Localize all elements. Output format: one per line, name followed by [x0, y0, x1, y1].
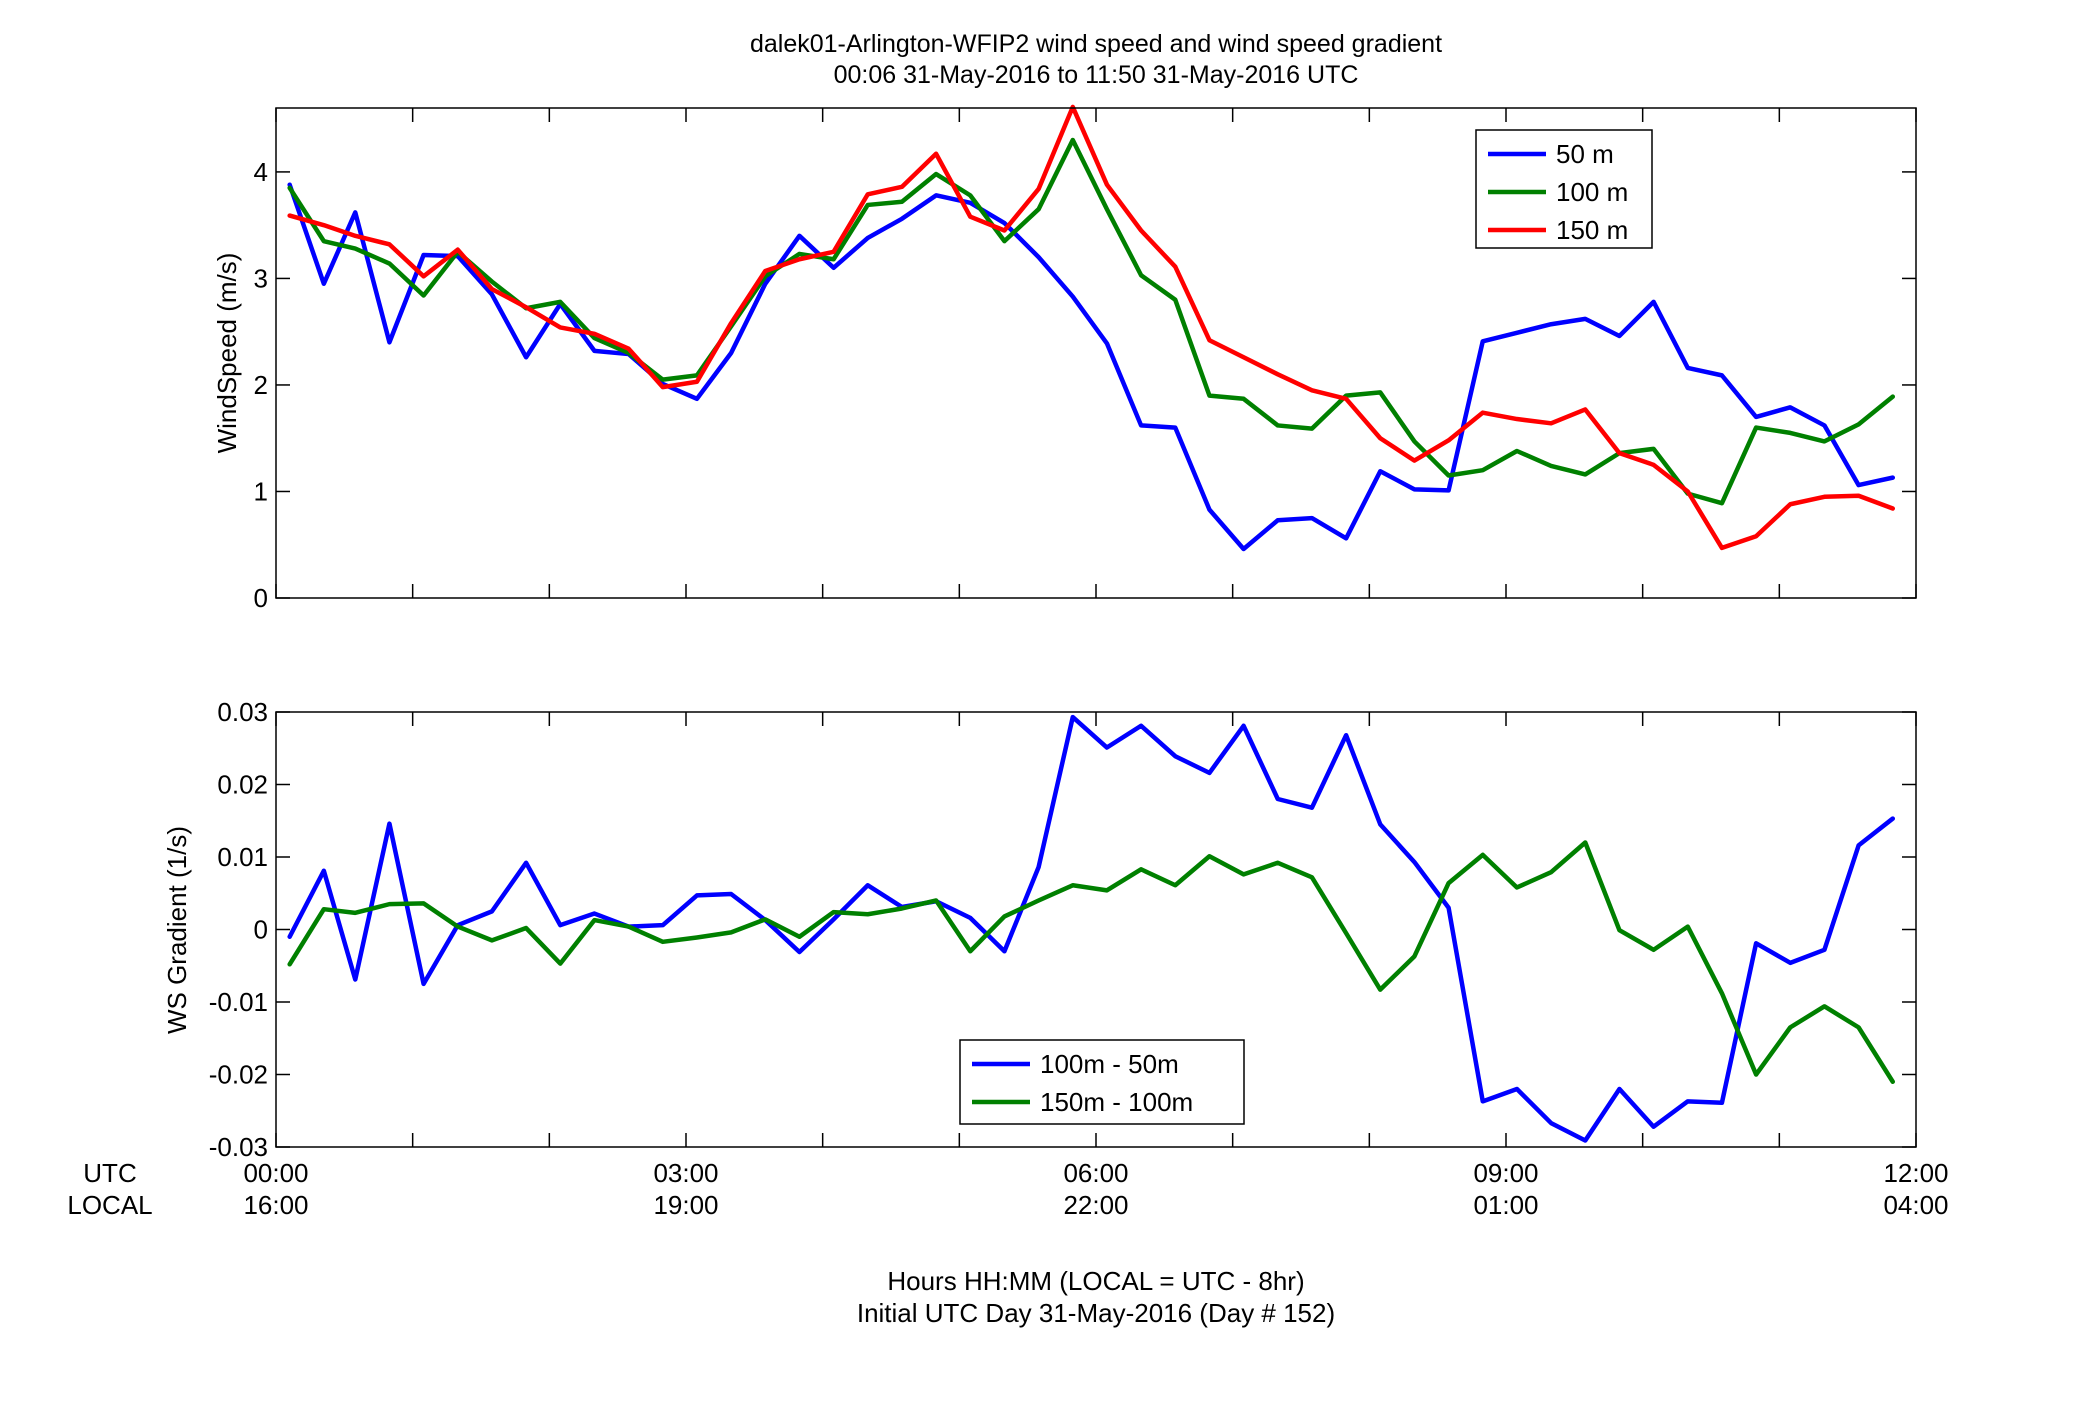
ytick-label: 1 [254, 476, 268, 506]
xtick-label-local: 22:00 [1063, 1190, 1128, 1220]
legend-entry: 150 m [1556, 215, 1628, 245]
ytick-label: 3 [254, 263, 268, 293]
xlabel-line2: Initial UTC Day 31-May-2016 (Day # 152) [857, 1298, 1335, 1328]
windspeed-ylabel: WindSpeed (m/s) [212, 253, 242, 454]
series-line-windspeed-0 [287, 182, 1896, 552]
legend-entry: 50 m [1556, 139, 1614, 169]
ytick-label: -0.02 [209, 1060, 268, 1090]
xtick-label-utc: 09:00 [1473, 1158, 1538, 1188]
series-line-gradient-0 [287, 714, 1896, 1143]
figure-title-line2: 00:06 31-May-2016 to 11:50 31-May-2016 U… [834, 61, 1359, 89]
series-line-windspeed-2 [287, 104, 1896, 551]
ytick-label: 0.01 [217, 842, 268, 872]
ytick-label: 0.02 [217, 770, 268, 800]
xtick-label-utc: 06:00 [1063, 1158, 1128, 1188]
local-row-label: LOCAL [67, 1190, 152, 1220]
ytick-label: 4 [254, 157, 268, 187]
xtick-label-local: 16:00 [243, 1190, 308, 1220]
figure-title-line1: dalek01-Arlington-WFIP2 wind speed and w… [750, 30, 1442, 58]
xlabel-line1: Hours HH:MM (LOCAL = UTC - 8hr) [887, 1266, 1304, 1296]
xtick-label-utc: 03:00 [653, 1158, 718, 1188]
legend-entry: 100m - 50m [1040, 1049, 1179, 1079]
ytick-label: 2 [254, 370, 268, 400]
ytick-label: -0.03 [209, 1132, 268, 1162]
windspeed-panel: 0 1 2 3 4 WindSpeed (m/s) 50 m 100 m 150 m [212, 104, 1917, 613]
xtick-label-local: 01:00 [1473, 1190, 1538, 1220]
xtick-label-utc: 12:00 [1883, 1158, 1948, 1188]
ytick-label: 0 [254, 915, 268, 945]
gradient-ylabel: WS Gradient (1/s) [162, 826, 192, 1034]
utc-row-label: UTC [83, 1158, 136, 1188]
ytick-label: 0.03 [217, 697, 268, 727]
series-line-gradient-1 [287, 840, 1896, 1084]
ytick-label: -0.01 [209, 987, 268, 1017]
xtick-label-local: 19:00 [653, 1190, 718, 1220]
xtick-label-utc: 00:00 [243, 1158, 308, 1188]
xtick-label-local: 04:00 [1883, 1190, 1948, 1220]
ytick-label: 0 [254, 583, 268, 613]
series-line-windspeed-1 [287, 137, 1896, 506]
legend-entry: 100 m [1556, 177, 1628, 207]
legend-box [959, 1039, 1245, 1125]
legend-entry: 150m - 100m [1040, 1087, 1193, 1117]
